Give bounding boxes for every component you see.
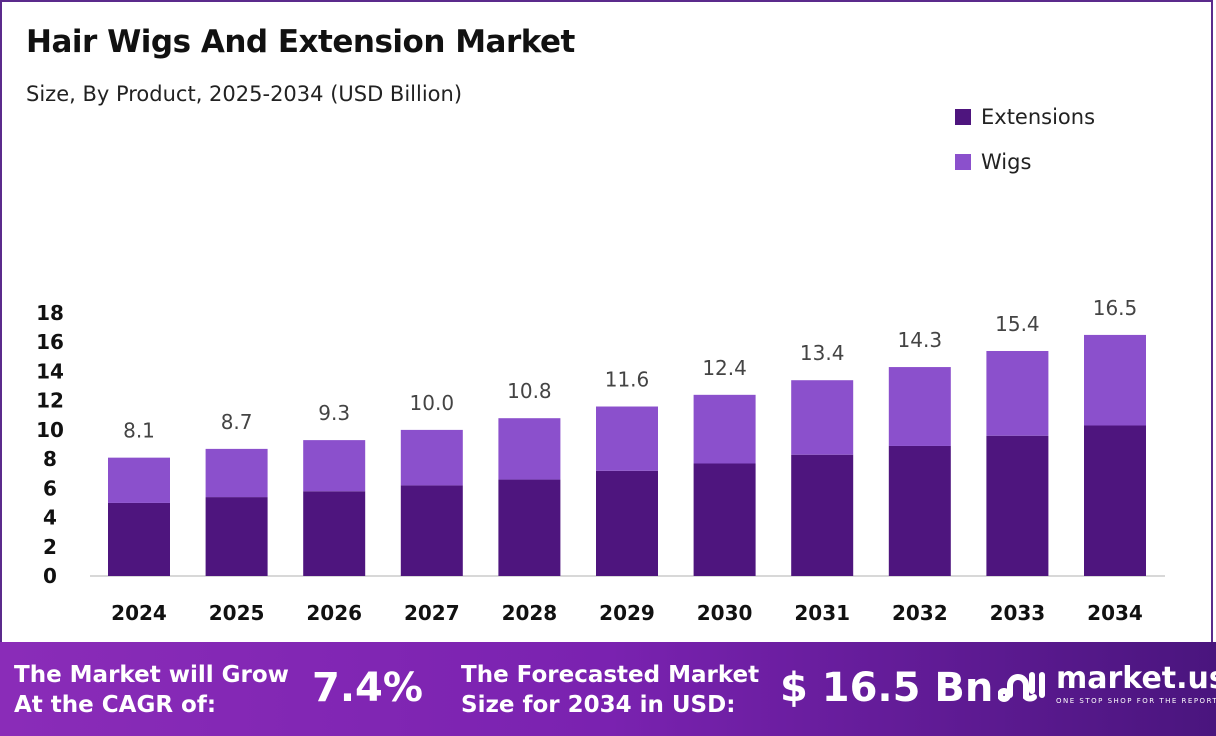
y-tick-label: 14: [36, 359, 64, 383]
total-label: 12.4: [702, 356, 747, 380]
y-tick-label: 18: [36, 301, 64, 325]
bar-extensions-2030: [693, 463, 756, 576]
total-label: 10.0: [410, 391, 455, 415]
footer-banner: The Market will Grow At the CAGR of: 7.4%…: [0, 642, 1216, 736]
total-label: 8.7: [221, 410, 253, 434]
x-tick-label: 2034: [1087, 601, 1143, 625]
total-label: 13.4: [800, 341, 845, 365]
legend: Extensions Wigs: [955, 94, 1095, 184]
logo-icon: [998, 671, 1045, 702]
bar-extensions-2029: [596, 470, 658, 576]
x-tick-label: 2029: [599, 601, 655, 625]
y-tick-label: 0: [43, 564, 57, 588]
market-us-logo: market.us ONE STOP SHOP FOR THE REPORTS: [998, 664, 1216, 705]
bar-extensions-2033: [986, 435, 1049, 576]
bar-extensions-2025: [205, 497, 268, 576]
total-label: 8.1: [123, 419, 155, 443]
bar-wigs-2030: [693, 394, 756, 464]
x-tick-label: 2033: [990, 601, 1046, 625]
y-tick-label: 4: [43, 506, 57, 530]
bar-extensions-2031: [791, 454, 854, 576]
y-tick-label: 6: [43, 476, 57, 500]
bar-wigs-2026: [303, 440, 366, 492]
bar-extensions-2027: [400, 485, 463, 576]
x-tick-label: 2028: [502, 601, 558, 625]
legend-label: Wigs: [981, 149, 1032, 174]
forecast-label: The Forecasted Market Size for 2034 in US…: [461, 662, 760, 718]
bar-wigs-2029: [596, 406, 658, 471]
total-label: 9.3: [318, 401, 350, 425]
x-tick-label: 2024: [111, 601, 167, 625]
x-tick-label: 2031: [794, 601, 850, 625]
bar-extensions-2028: [498, 479, 561, 576]
bar-wigs-2028: [498, 418, 561, 480]
chart-subtitle: Size, By Product, 2025-2034 (USD Billion…: [26, 82, 463, 106]
cagr-label: The Market will Grow At the CAGR of:: [14, 662, 289, 718]
legend-swatch: [955, 153, 971, 170]
y-tick-label: 10: [36, 418, 64, 442]
total-label: 15.4: [995, 312, 1040, 336]
x-tick-label: 2032: [892, 601, 948, 625]
total-label: 14.3: [898, 328, 943, 352]
chart-title: Hair Wigs And Extension Market: [26, 24, 575, 60]
y-tick-label: 16: [36, 330, 64, 354]
bar-extensions-2026: [303, 491, 366, 576]
x-tick-label: 2025: [209, 601, 265, 625]
x-tick-label: 2026: [306, 601, 362, 625]
forecast-value: $ 16.5 Bn: [780, 665, 994, 711]
legend-item-wigs: Wigs: [955, 139, 1095, 184]
legend-label: Extensions: [981, 104, 1096, 129]
total-label: 10.8: [507, 379, 552, 403]
x-tick-label: 2030: [697, 601, 753, 625]
legend-swatch: [955, 108, 971, 125]
chart-frame: [0, 0, 1213, 642]
bar-wigs-2032: [888, 367, 951, 446]
bar-chart: 0 2 4 6 8 10 12 14 16 18 8.1 2024 8.7 2025 9.3 2026 10.0…: [36, 296, 1165, 625]
y-tick-label: 12: [36, 389, 64, 413]
bar-wigs-2033: [986, 350, 1049, 436]
bar-wigs-2024: [108, 457, 170, 503]
bar-wigs-2034: [1084, 334, 1146, 426]
bar-wigs-2027: [400, 429, 463, 486]
total-label: 11.6: [605, 368, 650, 392]
bar-wigs-2025: [205, 448, 268, 498]
cagr-value: 7.4%: [312, 665, 423, 711]
legend-item-extensions: Extensions: [955, 94, 1095, 139]
bar-wigs-2031: [791, 380, 854, 455]
x-tick-label: 2027: [404, 601, 460, 625]
y-tick-label: 2: [43, 535, 57, 559]
bar-extensions-2024: [108, 502, 170, 576]
y-tick-label: 8: [43, 447, 57, 471]
bar-extensions-2032: [888, 445, 951, 576]
bar-extensions-2034: [1084, 425, 1146, 576]
total-label: 16.5: [1093, 296, 1138, 320]
